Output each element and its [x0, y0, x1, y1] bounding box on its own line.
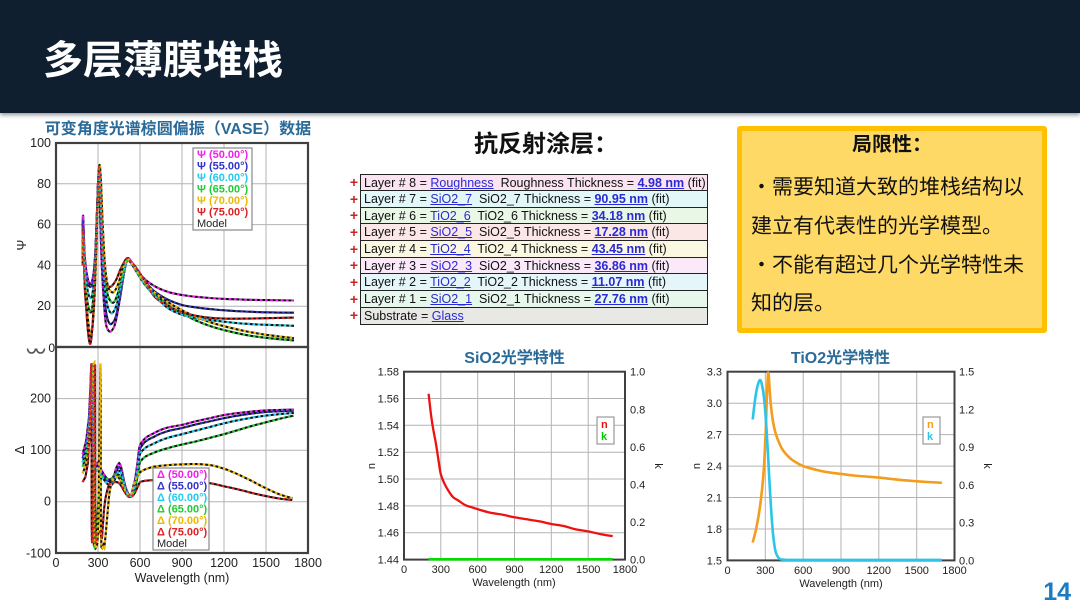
svg-text:300: 300	[88, 556, 109, 570]
svg-text:k: k	[652, 463, 664, 469]
svg-text:Wavelength (nm): Wavelength (nm)	[135, 571, 230, 585]
svg-text:1800: 1800	[294, 556, 322, 570]
svg-text:300: 300	[432, 564, 450, 576]
svg-text:1.2: 1.2	[959, 404, 974, 416]
svg-text:1200: 1200	[867, 565, 891, 577]
svg-text:0.8: 0.8	[630, 404, 645, 416]
svg-text:0: 0	[53, 556, 60, 570]
svg-text:0.4: 0.4	[630, 479, 645, 491]
svg-text:1.52: 1.52	[378, 447, 399, 459]
svg-text:0: 0	[44, 495, 51, 509]
svg-text:300: 300	[756, 565, 774, 577]
svg-text:1500: 1500	[904, 565, 928, 577]
svg-text:1.5: 1.5	[959, 367, 974, 379]
svg-text:0.6: 0.6	[959, 480, 974, 492]
svg-text:k: k	[927, 431, 934, 443]
svg-text:Ψ (50.00°): Ψ (50.00°)	[197, 149, 249, 161]
svg-text:900: 900	[172, 556, 193, 570]
svg-text:80: 80	[37, 177, 51, 191]
svg-text:1.54: 1.54	[378, 420, 399, 432]
svg-text:0: 0	[401, 564, 407, 576]
svg-text:0.3: 0.3	[959, 518, 974, 530]
svg-text:900: 900	[832, 565, 850, 577]
svg-text:900: 900	[505, 564, 523, 576]
svg-text:Δ (60.00°): Δ (60.00°)	[157, 492, 208, 504]
svg-text:Δ: Δ	[12, 445, 27, 454]
svg-text:Ψ (75.00°): Ψ (75.00°)	[197, 207, 249, 219]
svg-text:1.8: 1.8	[707, 524, 722, 536]
svg-text:1500: 1500	[252, 556, 280, 570]
svg-text:-100: -100	[26, 546, 51, 560]
svg-text:Wavelength (nm): Wavelength (nm)	[472, 577, 555, 589]
svg-text:1200: 1200	[539, 564, 563, 576]
svg-text:Ψ: Ψ	[14, 240, 29, 251]
svg-text:Δ (75.00°): Δ (75.00°)	[157, 527, 208, 539]
svg-text:20: 20	[37, 299, 51, 313]
svg-text:1.58: 1.58	[378, 367, 399, 379]
svg-text:n: n	[601, 419, 608, 431]
svg-text:2.4: 2.4	[707, 461, 722, 473]
svg-text:600: 600	[130, 556, 151, 570]
svg-text:Model: Model	[157, 538, 187, 550]
svg-text:Δ (55.00°): Δ (55.00°)	[157, 481, 208, 493]
svg-text:200: 200	[30, 392, 51, 406]
svg-text:600: 600	[794, 565, 812, 577]
svg-text:40: 40	[37, 258, 51, 272]
svg-text:1.50: 1.50	[378, 474, 399, 486]
svg-text:Ψ (60.00°): Ψ (60.00°)	[197, 172, 249, 184]
svg-text:Δ (70.00°): Δ (70.00°)	[157, 515, 208, 527]
svg-text:0: 0	[48, 341, 55, 355]
svg-text:0.9: 0.9	[959, 442, 974, 454]
svg-text:100: 100	[30, 136, 51, 150]
svg-text:0.0: 0.0	[959, 555, 974, 567]
svg-text:Wavelength (nm): Wavelength (nm)	[799, 578, 882, 590]
svg-text:Ψ (55.00°): Ψ (55.00°)	[197, 161, 249, 173]
svg-text:Model: Model	[197, 218, 227, 230]
svg-text:1800: 1800	[942, 565, 966, 577]
svg-text:3.3: 3.3	[707, 367, 722, 379]
svg-text:1.44: 1.44	[378, 555, 399, 567]
svg-text:0.2: 0.2	[630, 517, 645, 529]
svg-text:0.6: 0.6	[630, 442, 645, 454]
svg-text:Δ (50.00°): Δ (50.00°)	[157, 469, 208, 481]
svg-text:1.0: 1.0	[630, 367, 645, 379]
svg-text:0.0: 0.0	[630, 555, 645, 567]
svg-text:k: k	[981, 463, 993, 469]
svg-text:1800: 1800	[613, 564, 637, 576]
svg-text:n: n	[691, 463, 703, 469]
svg-text:3.0: 3.0	[707, 398, 722, 410]
svg-text:Ψ (70.00°): Ψ (70.00°)	[197, 195, 249, 207]
svg-text:1500: 1500	[576, 564, 600, 576]
svg-text:Δ (65.00°): Δ (65.00°)	[157, 504, 208, 516]
svg-text:1.48: 1.48	[378, 501, 399, 513]
svg-text:Ψ (65.00°): Ψ (65.00°)	[197, 184, 249, 196]
svg-text:600: 600	[469, 564, 487, 576]
svg-text:n: n	[366, 463, 378, 469]
svg-text:k: k	[601, 431, 608, 443]
svg-text:1.56: 1.56	[378, 394, 399, 406]
svg-text:100: 100	[30, 443, 51, 457]
svg-text:60: 60	[37, 218, 51, 232]
svg-text:1.5: 1.5	[707, 555, 722, 567]
svg-text:1.46: 1.46	[378, 528, 399, 540]
svg-text:1200: 1200	[210, 556, 238, 570]
svg-text:n: n	[927, 419, 934, 431]
svg-text:2.1: 2.1	[707, 493, 722, 505]
svg-text:0: 0	[724, 565, 730, 577]
svg-text:2.7: 2.7	[707, 430, 722, 442]
